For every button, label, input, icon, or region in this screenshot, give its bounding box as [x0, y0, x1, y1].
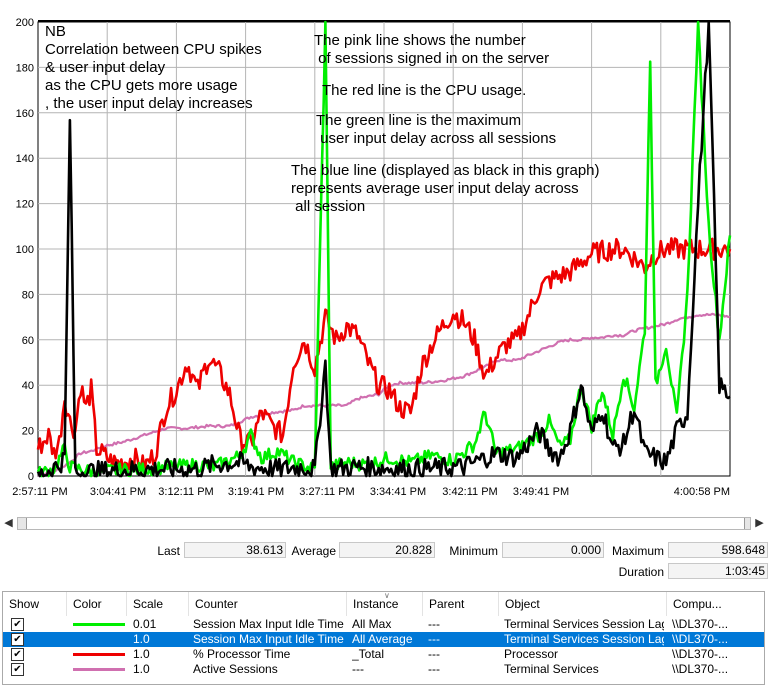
column-header-object[interactable]: Object [499, 592, 667, 616]
column-header-color[interactable]: Color [67, 592, 127, 616]
y-tick-label: 80 [22, 289, 34, 301]
show-checkbox[interactable]: ✔ [11, 618, 24, 631]
color-swatch [73, 623, 125, 626]
object-cell: Terminal Services [504, 662, 599, 676]
scroll-end-handle[interactable] [744, 518, 750, 529]
computer-cell: \\DL370-... [672, 617, 729, 631]
object-cell: Processor [504, 647, 559, 661]
scroll-left-icon[interactable]: ◀ [4, 517, 13, 529]
x-tick-label: 3:12:11 PM [158, 486, 213, 498]
x-tick-label: 3:04:41 PM [90, 486, 146, 498]
minimum-label: Minimum [449, 544, 498, 558]
duration-label: Duration [618, 565, 664, 579]
instance-header-label: Instance [353, 597, 399, 611]
x-tick-label: 3:49:41 PM [513, 486, 569, 498]
average-label: Average [291, 544, 336, 558]
y-tick-label: 140 [16, 153, 34, 165]
series-line [36, 20, 731, 478]
sort-caret-icon: ∨ [384, 591, 390, 600]
color-swatch [73, 653, 125, 656]
computer-cell: \\DL370-... [672, 662, 729, 676]
maximum-label: Maximum [611, 544, 664, 558]
instance-cell: --- [352, 662, 364, 676]
parent-cell: --- [428, 617, 440, 631]
x-tick-label: 3:19:41 PM [228, 486, 284, 498]
y-tick-label: 120 [16, 199, 34, 211]
x-tick-label: 4:00:58 PM [674, 486, 730, 498]
color-swatch [73, 668, 125, 671]
show-checkbox[interactable]: ✔ [11, 633, 24, 646]
object-cell: Terminal Services Session Lag [504, 617, 664, 631]
y-tick-label: 180 [16, 62, 34, 74]
average-value: 20.828 [339, 542, 435, 558]
y-tick-label: 20 [22, 426, 34, 438]
x-tick-label: 3:42:11 PM [442, 486, 497, 498]
scale-cell: 1.0 [133, 632, 150, 646]
annotation-blue-line: The blue line (displayed as black in thi… [291, 162, 600, 215]
x-tick-label: 3:27:11 PM [299, 486, 354, 498]
counter-row[interactable]: ✔ 0.01 Session Max Input Idle Time All Max -… [3, 617, 764, 632]
x-axis-ticks: 2:57:11 PM 3:04:41 PM 3:12:11 PM 3:19:41 PM… [12, 486, 730, 498]
scale-cell: 0.01 [133, 617, 157, 631]
last-label: Last [157, 544, 180, 558]
last-value: 38.613 [184, 542, 286, 558]
y-tick-label: 100 [16, 244, 34, 256]
parent-cell: --- [428, 632, 440, 646]
color-swatch [73, 638, 125, 641]
column-header-computer[interactable]: Compu... [673, 597, 722, 611]
column-header-scale[interactable]: Scale [127, 592, 189, 616]
scale-cell: 1.0 [133, 662, 150, 676]
scale-cell: 1.0 [133, 647, 150, 661]
performance-graph[interactable]: 0 20 40 60 80 100 120 140 160 180 200 2:57:11 PM 3:… [0, 0, 768, 510]
y-tick-label: 160 [16, 108, 34, 120]
minimum-value: 0.000 [502, 542, 604, 558]
annotation-nb: NB Correlation between CPU spikes & user… [45, 23, 262, 112]
counter-row[interactable]: ✔ 1.0 Session Max Input Idle Time All Avera… [3, 632, 764, 647]
computer-cell: \\DL370-... [672, 632, 729, 646]
x-tick-label: 2:57:11 PM [12, 486, 67, 498]
annotation-green-line: The green line is the maximum user input… [316, 112, 557, 147]
x-tick-label: 3:34:41 PM [370, 486, 426, 498]
duration-value: 1:03:45 [668, 563, 768, 579]
counter-row[interactable]: ✔ 1.0 % Processor Time _Total --- Processor \\… [3, 647, 764, 662]
instance-cell: All Average [352, 632, 413, 646]
y-tick-label: 0 [28, 471, 34, 483]
parent-cell: --- [428, 662, 440, 676]
graph-lines [36, 20, 732, 478]
instance-cell: _Total [352, 647, 385, 661]
annotation-pink-line: The pink line shows the number of sessio… [314, 32, 550, 67]
y-axis-ticks: 0 20 40 60 80 100 120 140 160 180 200 [16, 17, 34, 483]
y-tick-label: 200 [16, 17, 34, 29]
y-tick-label: 40 [22, 380, 34, 392]
counter-list[interactable]: Show Color Scale Counter Instance Parent… [2, 591, 765, 685]
column-header-instance[interactable]: Instance [347, 592, 423, 616]
scroll-right-icon[interactable]: ▶ [755, 517, 764, 529]
object-cell: Terminal Services Session Lag [504, 632, 664, 646]
counter-cell: Active Sessions [193, 662, 278, 676]
time-scrollbar[interactable]: ◀ ▶ [0, 514, 768, 531]
instance-cell: All Max [352, 617, 392, 631]
computer-cell: \\DL370-... [672, 647, 729, 661]
counter-cell: % Processor Time [193, 647, 291, 661]
series-line [36, 237, 732, 474]
column-header-show[interactable]: Show [3, 592, 67, 616]
annotation-red-line: The red line is the CPU usage. [322, 82, 527, 99]
column-header-parent[interactable]: Parent [423, 592, 499, 616]
counter-cell: Session Max Input Idle Time [193, 617, 344, 631]
parent-cell: --- [428, 647, 440, 661]
show-checkbox[interactable]: ✔ [11, 648, 24, 661]
scroll-start-handle[interactable] [18, 518, 27, 529]
scroll-track[interactable] [17, 517, 751, 530]
y-tick-label: 60 [22, 335, 34, 347]
plot-top-border [38, 20, 730, 22]
show-checkbox[interactable]: ✔ [11, 663, 24, 676]
maximum-value: 598.648 [668, 542, 768, 558]
counter-row[interactable]: ✔ 1.0 Active Sessions --- --- Terminal Servic… [3, 662, 764, 677]
counter-cell: Session Max Input Idle Time [193, 632, 344, 646]
column-header-counter[interactable]: Counter [189, 592, 347, 616]
